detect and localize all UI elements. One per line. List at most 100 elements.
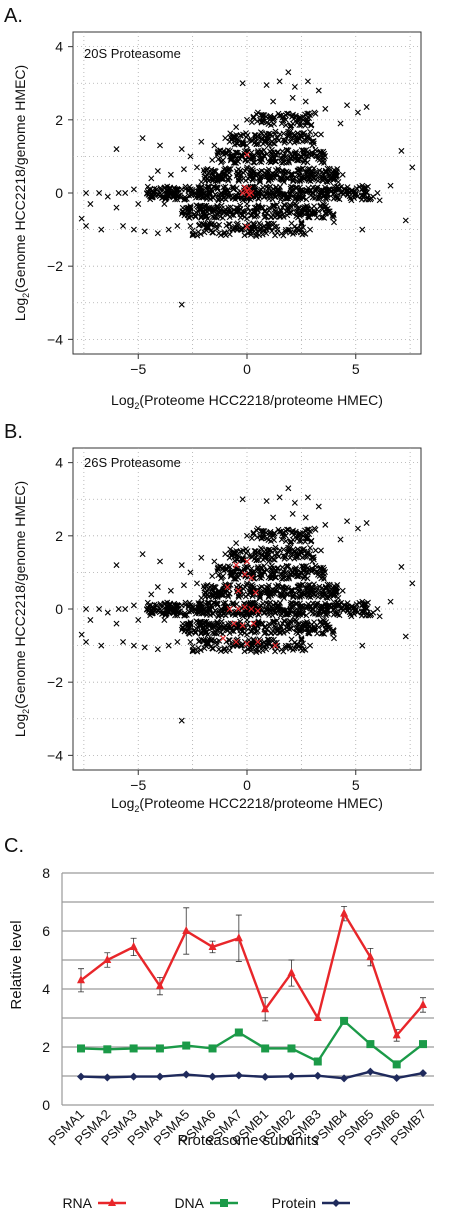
data-point xyxy=(198,554,205,561)
highlight-point xyxy=(224,584,231,591)
data-point xyxy=(282,122,289,129)
grid-lines xyxy=(61,872,434,1106)
data-point xyxy=(174,222,181,229)
data-point xyxy=(194,232,201,239)
data-point xyxy=(291,83,298,90)
data-point xyxy=(261,208,268,215)
data-point xyxy=(209,585,216,592)
y-tick-label: 2 xyxy=(55,112,63,128)
data-point xyxy=(320,154,327,161)
data-point xyxy=(222,622,229,629)
data-point xyxy=(96,606,103,612)
data-point xyxy=(182,1070,191,1079)
data-point xyxy=(252,647,259,654)
data-point xyxy=(286,620,293,627)
highlight-point xyxy=(239,190,246,196)
legend-label: RNA xyxy=(62,1195,92,1211)
data-point xyxy=(220,565,227,572)
data-point xyxy=(229,550,236,557)
data-point xyxy=(315,624,322,631)
data-point xyxy=(154,646,161,653)
data-point xyxy=(120,638,127,645)
x-tick-label: 5 xyxy=(352,361,360,377)
data-point xyxy=(300,621,307,628)
data-point xyxy=(277,196,284,203)
data-point xyxy=(234,933,243,942)
data-point xyxy=(186,183,193,190)
data-point xyxy=(359,182,366,189)
data-point xyxy=(188,192,195,199)
data-point xyxy=(151,185,158,192)
highlight-point xyxy=(241,571,248,578)
data-point xyxy=(370,609,377,616)
data-point xyxy=(202,185,209,192)
data-point xyxy=(154,168,161,175)
data-point xyxy=(256,574,263,581)
data-point xyxy=(213,222,220,229)
data-point xyxy=(319,174,326,181)
data-point xyxy=(301,548,308,555)
data-point xyxy=(305,526,312,533)
data-point xyxy=(226,138,233,145)
data-point xyxy=(313,1057,322,1066)
data-point xyxy=(313,1071,322,1080)
data-point xyxy=(233,540,240,547)
data-point xyxy=(288,599,295,606)
x-tick-label: −5 xyxy=(130,777,146,793)
data-point xyxy=(326,186,333,193)
highlight-point xyxy=(250,620,257,627)
data-point xyxy=(300,116,307,123)
data-point xyxy=(187,222,194,229)
data-point xyxy=(287,606,294,612)
highlight-point xyxy=(244,151,250,158)
data-point xyxy=(268,220,275,227)
data-point xyxy=(311,165,317,172)
data-point xyxy=(301,132,308,139)
data-point xyxy=(161,616,168,623)
data-point xyxy=(298,190,305,196)
data-point xyxy=(280,648,287,655)
data-point xyxy=(241,648,248,655)
data-point xyxy=(287,203,294,210)
data-point xyxy=(256,584,263,591)
data-point xyxy=(304,153,311,160)
data-point xyxy=(289,135,296,142)
data-point xyxy=(167,184,174,191)
data-point xyxy=(214,600,221,607)
data-point xyxy=(254,109,261,116)
data-point xyxy=(322,585,329,592)
data-point xyxy=(198,179,205,186)
data-point xyxy=(181,194,188,201)
data-point xyxy=(261,1072,270,1081)
data-point xyxy=(331,635,337,642)
data-point xyxy=(200,208,207,215)
data-point xyxy=(213,638,220,645)
x-axis-label: Log2(Proteome HCC2218/proteome HMEC) xyxy=(111,795,383,814)
data-point xyxy=(222,612,229,619)
data-point xyxy=(228,609,235,616)
x-tick-label: 0 xyxy=(243,777,251,793)
data-point xyxy=(285,133,292,140)
data-point xyxy=(332,1199,340,1207)
series-protein xyxy=(77,1067,427,1083)
panel-c-line-chart: 02468PSMA1PSMA2PSMA3PSMA4PSMA5PSMA6PSMA7… xyxy=(8,865,434,1211)
data-point xyxy=(286,575,293,582)
data-point xyxy=(227,165,234,172)
data-point xyxy=(283,575,290,582)
data-point xyxy=(340,1074,349,1083)
data-point xyxy=(280,232,287,239)
data-point xyxy=(274,587,281,594)
data-point xyxy=(288,220,295,227)
data-point xyxy=(173,603,180,610)
data-point xyxy=(311,525,318,532)
data-point xyxy=(182,1041,191,1050)
data-point xyxy=(366,952,375,961)
data-point xyxy=(398,147,405,154)
data-points xyxy=(78,485,416,724)
data-point xyxy=(103,955,112,963)
data-point xyxy=(244,631,250,638)
data-point xyxy=(307,135,314,142)
data-point xyxy=(296,122,303,129)
data-point xyxy=(209,177,216,184)
data-point xyxy=(83,606,90,612)
